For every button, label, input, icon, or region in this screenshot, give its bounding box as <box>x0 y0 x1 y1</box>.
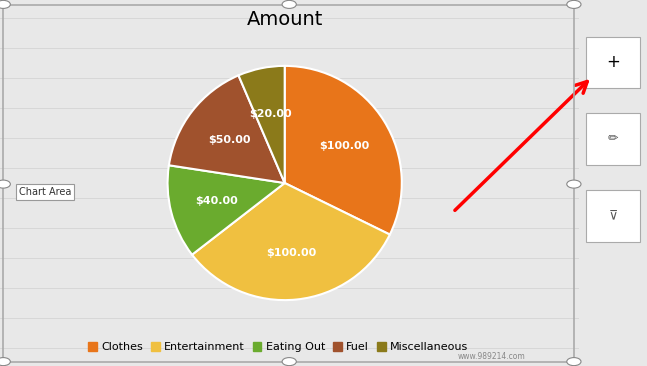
Text: $40.00: $40.00 <box>195 195 238 206</box>
Text: www.989214.com: www.989214.com <box>458 352 525 361</box>
Wedge shape <box>168 165 285 255</box>
Text: +: + <box>606 53 620 71</box>
Text: $100.00: $100.00 <box>267 248 317 258</box>
Text: $20.00: $20.00 <box>249 109 292 119</box>
Title: Amount: Amount <box>247 11 323 30</box>
Legend: Clothes, Entertainment, Eating Out, Fuel, Miscellaneous: Clothes, Entertainment, Eating Out, Fuel… <box>83 338 473 357</box>
Wedge shape <box>169 75 285 183</box>
Wedge shape <box>192 183 390 300</box>
Wedge shape <box>239 66 285 183</box>
Text: ⊽: ⊽ <box>608 209 618 223</box>
Text: $100.00: $100.00 <box>319 141 369 151</box>
Wedge shape <box>285 66 402 235</box>
Bar <box>586 113 640 165</box>
Text: $50.00: $50.00 <box>208 135 250 145</box>
Bar <box>586 190 640 242</box>
Text: ✏: ✏ <box>608 132 619 146</box>
Text: Chart Area: Chart Area <box>19 187 71 197</box>
Bar <box>586 37 640 88</box>
